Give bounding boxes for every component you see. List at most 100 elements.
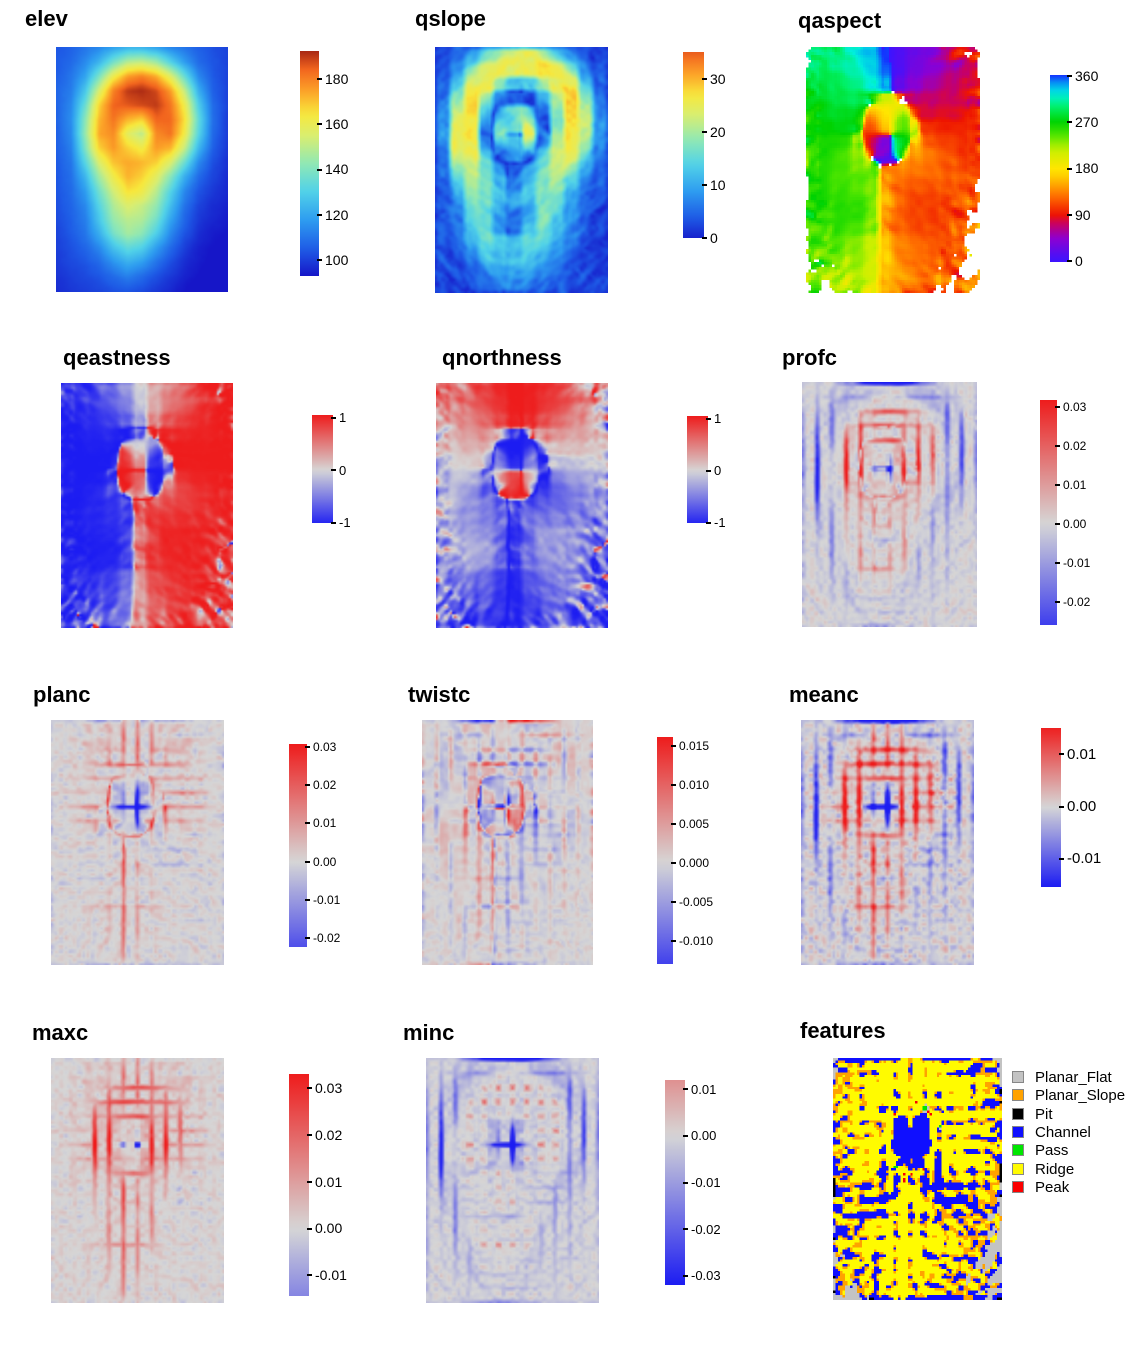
profc-tick-mark xyxy=(1055,600,1060,603)
minc-tick-label: -0.02 xyxy=(691,1221,721,1237)
profc-tick-label: 0.02 xyxy=(1063,438,1087,453)
qaspect-raster xyxy=(806,47,980,293)
qslope-raster xyxy=(435,47,608,293)
minc-tick-label: 0.00 xyxy=(691,1128,717,1144)
maxc-tick-label: 0.00 xyxy=(315,1220,343,1237)
qslope-title: qslope xyxy=(415,6,486,31)
twistc-colorbar xyxy=(657,737,673,964)
maxc-tick-label: 0.02 xyxy=(315,1126,343,1143)
qaspect-tick-label: 0 xyxy=(1075,252,1083,269)
maxc-raster xyxy=(51,1058,224,1303)
elev-tick-label: 160 xyxy=(325,116,349,133)
maxc-tick-mark xyxy=(307,1133,312,1136)
qaspect-tick-mark xyxy=(1067,167,1072,170)
qslope-tick-label: 0 xyxy=(710,229,718,246)
twistc-tick-label: 0.000 xyxy=(679,855,710,870)
features-legend-label: Pit xyxy=(1035,1105,1053,1123)
minc-tick-mark xyxy=(683,1088,688,1091)
features-legend-swatch-ridge xyxy=(1012,1162,1024,1175)
profc-tick-mark xyxy=(1055,444,1060,447)
twistc-tick-mark xyxy=(671,939,676,942)
qaspect-tick-mark xyxy=(1067,75,1072,78)
planc-tick-label: -0.02 xyxy=(313,930,341,945)
features-legend-label: Planar_Flat xyxy=(1035,1069,1112,1086)
features-raster xyxy=(833,1058,1002,1300)
qnorthness-tick-label: -1 xyxy=(714,515,726,531)
planc-tick-mark xyxy=(305,860,310,863)
twistc-tick-mark xyxy=(671,861,676,864)
minc-tick-label: -0.03 xyxy=(691,1268,721,1284)
qaspect-tick-label: 180 xyxy=(1075,160,1099,177)
qslope-tick-mark xyxy=(702,184,707,187)
features-legend-swatch-pit xyxy=(1012,1107,1024,1120)
planc-tick-mark xyxy=(305,898,310,901)
elev-title: elev xyxy=(25,6,68,31)
maxc-tick-label: -0.01 xyxy=(315,1267,347,1284)
qeastness-raster xyxy=(61,383,233,628)
minc-tick-mark xyxy=(683,1134,688,1137)
profc-tick-mark xyxy=(1055,522,1060,525)
meanc-tick-mark xyxy=(1059,858,1064,861)
qslope-tick-mark xyxy=(702,237,707,239)
qnorthness-tick-mark xyxy=(706,417,711,420)
planc-tick-mark xyxy=(305,822,310,825)
maxc-tick-mark xyxy=(307,1087,312,1090)
qeastness-tick-mark xyxy=(331,416,336,419)
qeastness-colorbar xyxy=(312,415,333,523)
profc-tick-mark xyxy=(1055,483,1060,486)
qaspect-title: qaspect xyxy=(798,8,882,33)
minc-tick-mark xyxy=(683,1228,688,1231)
qslope-tick-mark xyxy=(702,131,707,134)
profc-tick-mark xyxy=(1055,406,1060,408)
qslope-tick-mark xyxy=(702,78,707,81)
maxc-tick-label: 0.03 xyxy=(315,1079,343,1096)
qaspect-tick-mark xyxy=(1067,213,1072,216)
meanc-tick-mark xyxy=(1059,753,1064,756)
elev-tick-label: 140 xyxy=(325,161,349,178)
planc-tick-label: 0.00 xyxy=(313,854,337,869)
profc-raster xyxy=(802,382,977,627)
meanc-tick-label: 0.01 xyxy=(1067,745,1097,763)
meanc-tick-label: -0.01 xyxy=(1067,850,1102,868)
twistc-tick-mark xyxy=(671,823,676,826)
maxc-tick-mark xyxy=(307,1180,312,1183)
qeastness-tick-mark xyxy=(331,522,336,524)
twistc-tick-label: -0.005 xyxy=(679,894,714,909)
maxc-colorbar xyxy=(289,1074,309,1296)
qeastness-tick-label: 0 xyxy=(339,462,347,478)
elev-tick-label: 100 xyxy=(325,252,349,269)
planc-tick-label: 0.03 xyxy=(313,740,337,755)
features-legend-swatch-peak xyxy=(1012,1180,1024,1193)
meanc-title: meanc xyxy=(789,682,859,707)
qslope-tick-label: 30 xyxy=(710,71,726,88)
minc-tick-label: 0.01 xyxy=(691,1081,717,1097)
features-legend-label: Planar_Slope xyxy=(1035,1087,1125,1105)
twistc-tick-label: -0.010 xyxy=(679,933,714,948)
profc-tick-label: -0.01 xyxy=(1063,555,1091,570)
minc-title: minc xyxy=(403,1020,455,1045)
qnorthness-colorbar xyxy=(687,416,708,523)
profc-tick-label: -0.02 xyxy=(1063,594,1091,609)
qnorthness-tick-label: 1 xyxy=(714,411,722,427)
qnorthness-tick-mark xyxy=(706,522,711,524)
minc-tick-label: -0.01 xyxy=(691,1174,721,1190)
meanc-colorbar xyxy=(1041,728,1061,887)
meanc-raster xyxy=(801,720,974,965)
qnorthness-tick-mark xyxy=(706,469,711,472)
qslope-tick-label: 10 xyxy=(710,177,726,194)
maxc-title: maxc xyxy=(32,1020,89,1045)
profc-tick-mark xyxy=(1055,561,1060,564)
twistc-tick-label: 0.005 xyxy=(679,817,710,832)
twistc-title: twistc xyxy=(408,682,471,707)
qeastness-title: qeastness xyxy=(63,345,171,370)
elev-tick-label: 120 xyxy=(325,206,349,223)
planc-tick-mark xyxy=(305,746,310,749)
qslope-colorbar xyxy=(683,52,704,238)
qaspect-colorbar xyxy=(1050,75,1069,262)
qnorthness-title: qnorthness xyxy=(442,345,562,370)
maxc-tick-label: 0.01 xyxy=(315,1173,343,1190)
planc-tick-label: 0.01 xyxy=(313,816,337,831)
planc-colorbar xyxy=(289,744,307,947)
elev-tick-mark xyxy=(317,168,322,171)
features-legend-swatch-channel xyxy=(1012,1125,1024,1138)
